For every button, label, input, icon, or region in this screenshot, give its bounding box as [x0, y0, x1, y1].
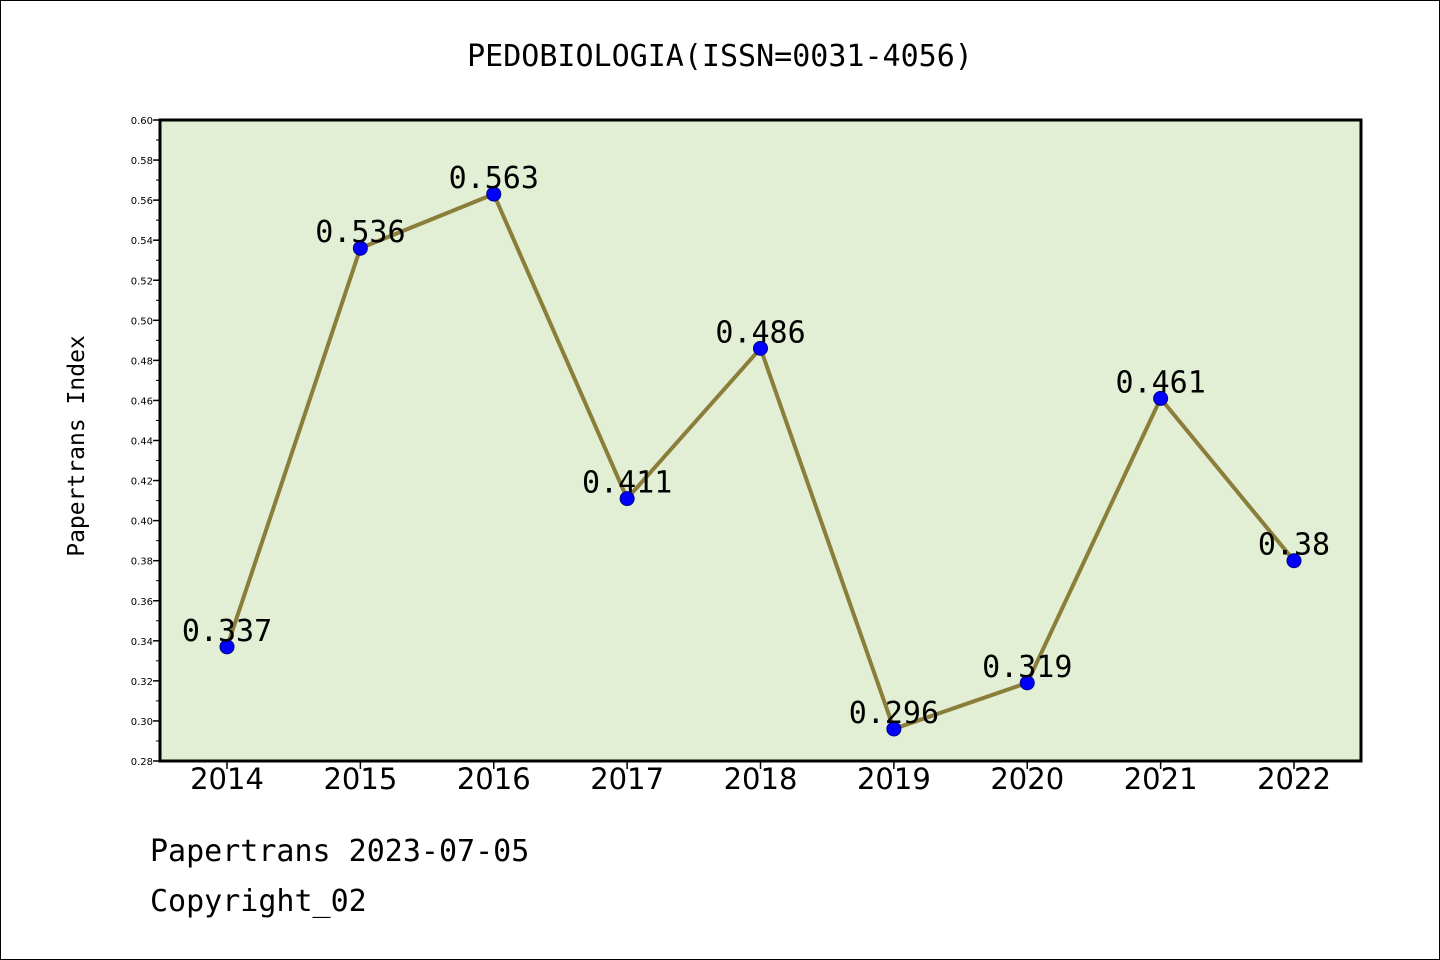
data-point [219, 639, 235, 655]
x-tick-label: 2019 [857, 762, 931, 796]
chart-title: PEDOBIOLOGIA(ISSN=0031-4056) [467, 39, 973, 74]
data-point [753, 340, 768, 356]
data-point [1019, 675, 1035, 691]
data-label: 0.411 [582, 466, 672, 501]
data-point [886, 721, 902, 737]
data-label: 0.486 [715, 315, 805, 350]
data-label-group: 0.337 0.536 0.563 0.411 0.486 0.296 0.319 0.461… [182, 161, 1330, 731]
data-label: 0.337 [182, 614, 272, 649]
plot-area [158, 118, 1363, 763]
x-axis: 2014 2015 2016 2017 2018 2019 2020 2021 2022 [190, 761, 1331, 796]
data-point [1153, 390, 1169, 406]
y-tick-label: 0.54 [131, 236, 153, 247]
y-tick-label: 0.28 [131, 757, 153, 768]
y-tick-label: 0.48 [131, 356, 153, 367]
x-tick-label: 2015 [323, 762, 397, 796]
data-label: 0.461 [1115, 365, 1205, 400]
y-tick-label: 0.44 [131, 437, 153, 448]
data-label: 0.536 [315, 215, 405, 250]
footer-date: Papertrans 2023-07-05 [150, 834, 530, 869]
data-label: 0.296 [849, 696, 939, 731]
y-axis: 0.28 0.30 0.32 0.34 0.36 0.38 0.40 0.42 0.44 0.46… [131, 116, 160, 768]
data-point [1286, 553, 1302, 569]
y-tick-label: 0.30 [131, 717, 153, 728]
x-tick-label: 2020 [990, 762, 1064, 796]
data-point [619, 491, 635, 507]
footer-copyright: Copyright_02 [150, 884, 367, 919]
data-label: 0.319 [982, 650, 1072, 685]
data-label: 0.563 [449, 161, 539, 196]
y-tick-label: 0.50 [131, 316, 153, 327]
y-tick-label: 0.38 [131, 557, 153, 568]
y-tick-label: 0.32 [131, 677, 153, 688]
x-tick-label: 2021 [1124, 762, 1198, 796]
y-tick-label: 0.42 [131, 477, 153, 488]
data-label: 0.38 [1258, 528, 1330, 563]
y-axis-label: Papertrans Index [64, 335, 90, 557]
y-tick-label: 0.46 [131, 396, 153, 407]
y-tick-label: 0.56 [131, 196, 153, 207]
x-tick-label: 2016 [457, 762, 531, 796]
marker-group [219, 186, 1302, 737]
y-tick-label: 0.58 [131, 156, 153, 167]
x-tick-label: 2018 [724, 762, 798, 796]
x-tick-label: 2022 [1257, 762, 1331, 796]
y-tick-label: 0.40 [131, 517, 153, 528]
y-tick-label: 0.52 [131, 276, 153, 287]
data-point [486, 186, 502, 202]
data-point [352, 240, 368, 256]
y-tick-label: 0.60 [131, 116, 153, 127]
y-tick-label: 0.36 [131, 597, 153, 608]
x-tick-label: 2017 [590, 762, 664, 796]
x-tick-label: 2014 [190, 762, 264, 796]
y-tick-label: 0.34 [131, 637, 153, 648]
